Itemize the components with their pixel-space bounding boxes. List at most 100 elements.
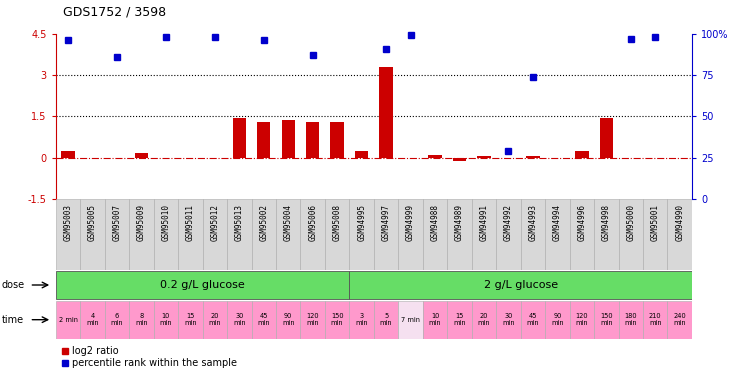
Text: GSM94997: GSM94997 [382, 204, 391, 241]
Text: GSM94995: GSM94995 [357, 204, 366, 241]
Text: 20
min: 20 min [478, 313, 490, 326]
Bar [521, 301, 545, 339]
Bar [398, 199, 423, 270]
Bar [643, 301, 667, 339]
Text: 120
min: 120 min [576, 313, 589, 326]
Text: 8
min: 8 min [135, 313, 148, 326]
Bar [325, 301, 350, 339]
Text: 150
min: 150 min [331, 313, 344, 326]
Text: 90
min: 90 min [282, 313, 295, 326]
Bar [618, 199, 643, 270]
Text: 15
min: 15 min [184, 313, 196, 326]
Text: 20
min: 20 min [208, 313, 221, 326]
Text: 210
min: 210 min [649, 313, 661, 326]
Bar [453, 158, 466, 161]
Text: GSM95003: GSM95003 [63, 204, 72, 241]
Text: 7 min: 7 min [401, 316, 420, 322]
Bar [575, 151, 589, 157]
Text: GSM95005: GSM95005 [88, 204, 97, 241]
Text: 180
min: 180 min [624, 313, 637, 326]
Text: GSM95009: GSM95009 [137, 204, 146, 241]
Bar [202, 301, 227, 339]
Bar [667, 199, 692, 270]
Text: 3
min: 3 min [356, 313, 368, 326]
Text: 2 g/L glucose: 2 g/L glucose [484, 280, 558, 290]
Bar [570, 301, 594, 339]
Bar [330, 122, 344, 158]
Bar [276, 199, 301, 270]
Bar [227, 301, 251, 339]
Bar [350, 271, 692, 299]
Text: GSM94996: GSM94996 [577, 204, 586, 241]
Bar [398, 301, 423, 339]
Text: 6
min: 6 min [111, 313, 124, 326]
Bar [178, 199, 202, 270]
Bar [521, 199, 545, 270]
Bar [129, 301, 154, 339]
Text: 2 min: 2 min [59, 316, 77, 322]
Bar [667, 301, 692, 339]
Bar [154, 199, 178, 270]
Text: 30
min: 30 min [502, 313, 515, 326]
Text: GDS1752 / 3598: GDS1752 / 3598 [63, 6, 167, 19]
Text: 30
min: 30 min [233, 313, 246, 326]
Text: GSM94989: GSM94989 [455, 204, 464, 241]
Bar [80, 301, 105, 339]
Bar [545, 199, 570, 270]
Bar [56, 271, 350, 299]
Bar [472, 199, 496, 270]
Text: GSM95010: GSM95010 [161, 204, 170, 241]
Bar [423, 301, 447, 339]
Legend: log2 ratio, percentile rank within the sample: log2 ratio, percentile rank within the s… [61, 346, 237, 368]
Bar [251, 199, 276, 270]
Text: 120
min: 120 min [307, 313, 319, 326]
Bar [227, 199, 251, 270]
Text: 0.2 g/L glucose: 0.2 g/L glucose [160, 280, 245, 290]
Text: dose: dose [1, 280, 25, 290]
Text: 45
min: 45 min [257, 313, 270, 326]
Bar [374, 301, 398, 339]
Bar [618, 301, 643, 339]
Bar [526, 156, 539, 158]
Bar [61, 152, 74, 157]
Bar [129, 199, 154, 270]
Text: GSM95001: GSM95001 [651, 204, 660, 241]
Bar [643, 199, 667, 270]
Bar [178, 301, 202, 339]
Bar [276, 301, 301, 339]
Text: GSM94999: GSM94999 [406, 204, 415, 241]
Bar [202, 199, 227, 270]
Bar [600, 118, 613, 158]
Bar [135, 153, 148, 158]
Bar [594, 199, 618, 270]
Bar [429, 155, 442, 158]
Bar [233, 118, 246, 158]
Bar [355, 152, 368, 157]
Text: 150
min: 150 min [600, 313, 612, 326]
Text: GSM94988: GSM94988 [431, 204, 440, 241]
Bar [80, 199, 105, 270]
Bar [570, 199, 594, 270]
Bar [325, 199, 350, 270]
Bar [105, 301, 129, 339]
Text: GSM95004: GSM95004 [283, 204, 292, 241]
Text: GSM94992: GSM94992 [504, 204, 513, 241]
Text: GSM95012: GSM95012 [211, 204, 219, 241]
Bar [56, 199, 80, 270]
Text: 90
min: 90 min [551, 313, 564, 326]
Text: 10
min: 10 min [159, 313, 172, 326]
Bar [477, 156, 491, 158]
Bar [105, 199, 129, 270]
Bar [301, 199, 325, 270]
Text: GSM94990: GSM94990 [676, 204, 684, 241]
Text: 10
min: 10 min [429, 313, 441, 326]
Text: GSM95011: GSM95011 [186, 204, 195, 241]
Bar [594, 301, 618, 339]
Text: 5
min: 5 min [379, 313, 392, 326]
Text: GSM94998: GSM94998 [602, 204, 611, 241]
Text: GSM95008: GSM95008 [333, 204, 341, 241]
Bar [56, 301, 80, 339]
Text: GSM94991: GSM94991 [479, 204, 489, 241]
Bar [306, 122, 319, 158]
Text: 15
min: 15 min [453, 313, 466, 326]
